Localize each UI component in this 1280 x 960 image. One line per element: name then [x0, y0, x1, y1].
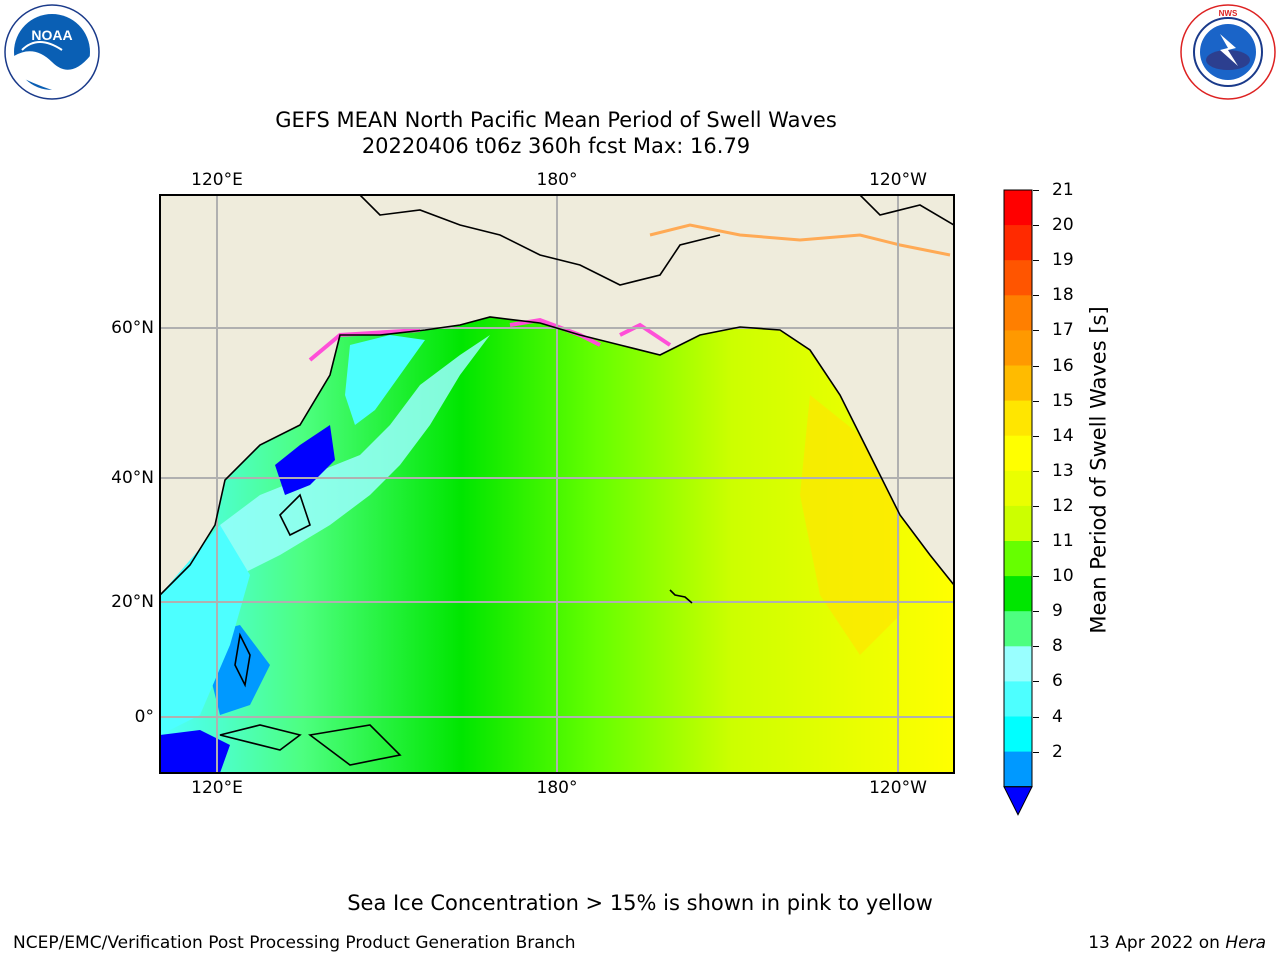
sea-ice-fringe-orange [649, 223, 951, 257]
colorbar-tick-label: 12 [1052, 495, 1074, 516]
colorbar [1003, 189, 1033, 816]
colorbar-tick-label: 10 [1052, 566, 1074, 587]
lon-label-bottom-120e: 120°E [191, 778, 243, 798]
colorbar-tick-label: 13 [1052, 460, 1074, 481]
colorbar-segment [1004, 541, 1032, 577]
colorbar-tick-mark [1033, 260, 1039, 262]
okhotsk-cyan [345, 335, 425, 425]
coastlines [160, 195, 954, 766]
colorbar-tick-mark [1033, 190, 1039, 191]
svg-text:NWS: NWS [1219, 9, 1238, 18]
nws-logo: NWS [1180, 4, 1276, 100]
colorbar-tick-label: 8 [1052, 636, 1063, 657]
colorbar-tick-label: 19 [1052, 250, 1074, 271]
colorbar-segment [1004, 470, 1032, 507]
lat-label-0: 0° [134, 707, 154, 727]
colorbar-tick-label: 14 [1052, 425, 1074, 446]
colorbar-tick-mark [1033, 365, 1039, 367]
footer-branch: NCEP/EMC/Verification Post Processing Pr… [13, 933, 576, 953]
colorbar-frame [1003, 189, 1033, 788]
indonesia-blue [160, 730, 230, 773]
colorbar-tick-label: 15 [1052, 390, 1074, 411]
noaa-logo: NOAA [4, 4, 100, 100]
colorbar-segment [1004, 611, 1032, 647]
colorbar-tick-label: 16 [1052, 355, 1074, 376]
colorbar-segment [1004, 225, 1032, 261]
colorbar-segment [1004, 716, 1032, 753]
colorbar-tick-label: 4 [1052, 706, 1063, 727]
colorbar-tick-mark [1033, 435, 1039, 437]
sea-ice-note: Sea Ice Concentration > 15% is shown in … [347, 891, 933, 915]
colorbar-tick-mark [1033, 541, 1039, 542]
colorbar-tick-label: 18 [1052, 285, 1074, 306]
colorbar-tick-mark [1033, 681, 1039, 683]
colorbar-tick-mark [1033, 576, 1039, 578]
graticule [160, 195, 954, 773]
colorbar-tick-mark [1033, 225, 1039, 227]
west-cyan-low [160, 525, 250, 735]
colorbar-tick-mark [1033, 716, 1039, 718]
colorbar-tick-label: 2 [1052, 741, 1063, 762]
colorbar-segment [1004, 400, 1032, 437]
lon-label-top-120e: 120°E [191, 170, 243, 190]
colorbar-tick-label: 17 [1052, 320, 1074, 341]
colorbar-tick-mark [1033, 505, 1039, 507]
colorbar-segment [1004, 295, 1032, 331]
colorbar-segment [1004, 190, 1032, 226]
colorbar-tick-mark [1033, 295, 1039, 297]
western-cyan-zone [220, 335, 490, 575]
colorbar-extend-triangle [1003, 786, 1033, 816]
colorbar-tick-label: 21 [1052, 180, 1074, 200]
colorbar-tick-mark [1033, 400, 1039, 402]
colorbar-segment [1004, 365, 1032, 402]
lon-label-bottom-180: 180° [536, 778, 578, 798]
colorbar-tick-label: 6 [1052, 671, 1063, 692]
colorbar-tick-mark [1033, 646, 1039, 648]
colorbar-tick-mark [1033, 470, 1039, 472]
lon-label-bottom-120w: 120°W [869, 778, 927, 798]
colorbar-tick-mark [1033, 611, 1039, 613]
lat-label-60n: 60°N [111, 318, 154, 338]
colorbar-segment [1004, 751, 1032, 788]
colorbar-segment [1004, 576, 1032, 612]
noaa-logo-text: NOAA [31, 27, 72, 43]
chart-subtitle: 20220406 t06z 360h fcst Max: 16.79 [361, 134, 751, 158]
footer-host: Hera [1225, 933, 1266, 953]
colorbar-label: Mean Period of Swell Waves [s] [1086, 306, 1111, 634]
colorbar-tick-mark [1033, 751, 1039, 753]
colorbar-tick-mark [1033, 330, 1039, 332]
chart-title: GEFS MEAN North Pacific Mean Period of S… [275, 108, 837, 132]
colorbar-segment [1004, 330, 1032, 366]
colorbar-segment [1004, 435, 1032, 472]
lat-label-20n: 20°N [111, 592, 154, 612]
footer-date: 13 Apr 2022 on Hera [1088, 933, 1266, 953]
colorbar-segment [1004, 505, 1032, 542]
colorbar-tick-label: 9 [1052, 601, 1063, 622]
lat-label-40n: 40°N [111, 468, 154, 488]
map-frame [159, 194, 955, 774]
colorbar-tick-label: 11 [1052, 531, 1074, 551]
lon-label-top-180: 180° [536, 170, 578, 190]
footer-date-text: 13 Apr 2022 on [1088, 933, 1226, 953]
colorbar-tick-label: 20 [1052, 215, 1074, 236]
map-plot [159, 194, 955, 774]
east-yellow-zone [800, 395, 900, 655]
colorbar-segment [1004, 681, 1032, 717]
lon-label-top-120w: 120°W [869, 170, 927, 190]
colorbar-segment [1004, 260, 1032, 296]
colorbar-segment [1004, 646, 1032, 682]
